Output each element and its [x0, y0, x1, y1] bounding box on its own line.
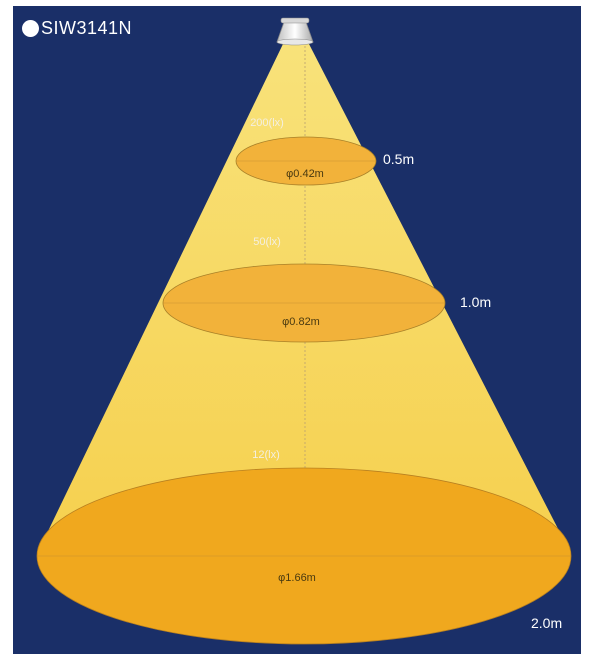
distance-label-0.5m: 0.5m — [383, 151, 414, 167]
distance-label-1m: 1.0m — [460, 294, 491, 310]
diameter-label-1m: φ0.82m — [282, 316, 320, 328]
diameter-label-2m: φ1.66m — [278, 572, 316, 584]
light-distribution-diagram: 200(lx) 50(lx) 12(lx) φ0.42m φ0.82m φ1.6… — [36, 17, 572, 645]
lux-label-1m: 50(lx) — [253, 236, 281, 248]
diameter-label-0.5m: φ0.42m — [286, 168, 324, 180]
model-name: SIW3141N — [41, 18, 133, 38]
lux-label-0.5m: 200(lx) — [250, 117, 284, 129]
bullet-icon — [22, 20, 39, 37]
model-label: SIW3141N — [22, 18, 132, 39]
diagram-frame: 200(lx) 50(lx) 12(lx) φ0.42m φ0.82m φ1.6… — [13, 6, 581, 654]
lux-label-2m: 12(lx) — [252, 449, 280, 461]
distance-label-2m: 2.0m — [531, 615, 562, 631]
lamp-fixture-icon — [276, 17, 314, 46]
